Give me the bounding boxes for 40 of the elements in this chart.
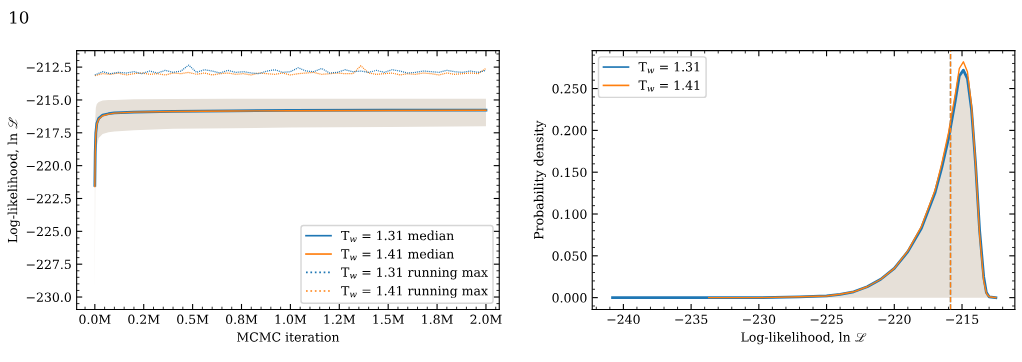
y-tick-label: 0.000	[552, 293, 587, 303]
y-tick-label: −222.5	[26, 193, 71, 204]
x-tick-label: −230	[743, 314, 776, 325]
x-tick-label: −215	[946, 314, 979, 325]
x-tick-label: 1.8M	[422, 314, 453, 325]
legend-label: T$_{w}$ = 1.31	[638, 62, 700, 74]
y-tick-label: 0.150	[552, 167, 587, 178]
legend-label: T$_{w}$ = 1.31 running max	[341, 267, 488, 280]
legend-label: T$_{w}$ = 1.41 running max	[341, 286, 488, 299]
y-axis-title: Log-likelihood, ln ℒ	[7, 117, 20, 243]
x-tick-label: 1.2M	[324, 314, 355, 325]
x-tick-label: −235	[675, 314, 708, 325]
y-tick-label: 0.250	[552, 84, 587, 94]
y-tick-label: −227.5	[26, 259, 71, 270]
x-tick-label: 0.8M	[225, 314, 258, 325]
x-tick-label: 0.5M	[177, 314, 209, 325]
legend-label: T$_{w}$ = 1.41	[638, 80, 700, 92]
x-tick-label: 0.2M	[128, 314, 160, 325]
text: 10	[10, 11, 29, 24]
x-axis-title: Log-likelihood, ln ℒ	[741, 332, 867, 345]
y-tick-label: −225.0	[26, 226, 71, 237]
x-tick-label: 2.0M	[470, 314, 502, 325]
x-tick-label: 1.0M	[275, 314, 307, 325]
x-axis-title: MCMC iteration	[237, 332, 340, 342]
x-tick-label: −225	[810, 314, 843, 325]
y-tick-label: −220.0	[26, 161, 71, 171]
y-tick-label: 0.050	[552, 251, 587, 261]
y-tick-label: −217.5	[26, 128, 71, 138]
y-tick-label: −230.0	[26, 292, 71, 302]
legend-label: T$_{w}$ = 1.31 median	[341, 230, 454, 243]
y-tick-label: 0.200	[552, 125, 587, 136]
x-tick-label: 0.0M	[79, 314, 111, 325]
x-tick-label: −240	[607, 314, 640, 325]
x-tick-label: 1.5M	[373, 314, 404, 325]
legend-label: T$_{w}$ = 1.41 median	[341, 248, 454, 261]
x-tick-label: −220	[878, 314, 911, 325]
y-tick-label: −215.0	[26, 95, 71, 105]
y-tick-label: −212.5	[26, 62, 71, 73]
y-axis-title: Probability density	[533, 120, 547, 240]
y-tick-label: 0.100	[552, 209, 587, 219]
